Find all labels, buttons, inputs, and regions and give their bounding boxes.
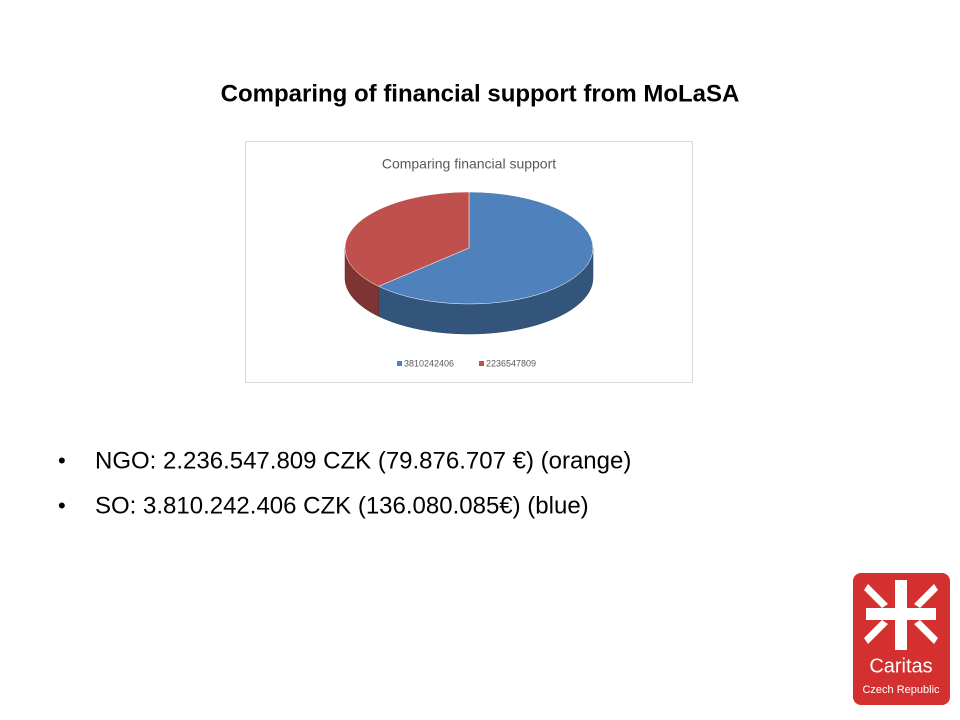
legend-label: 2236547809 xyxy=(486,358,536,368)
legend-swatch xyxy=(479,361,484,366)
slice xyxy=(344,191,470,287)
logo-subtitle: Czech Republic xyxy=(862,684,940,696)
logo-name: Caritas xyxy=(869,655,932,677)
legend: 3810242406 2236547809 xyxy=(397,358,536,368)
slice xyxy=(377,191,594,305)
bullet: SO: 3.810.242.406 CZK (136.080.085€) (bl… xyxy=(95,492,589,519)
pie xyxy=(344,191,594,335)
logo: Caritas Czech Republic xyxy=(853,573,950,705)
legend-swatch xyxy=(397,361,402,366)
logo-cross xyxy=(864,580,938,650)
slide-title: Comparing of financial support from MoLa… xyxy=(221,80,740,107)
bullet: NGO: 2.236.547.809 CZK (79.876.707 €) (o… xyxy=(95,447,631,474)
legend-label: 3810242406 xyxy=(404,358,454,368)
chart-title: Comparing financial support xyxy=(382,156,556,172)
bullet-dot: • xyxy=(58,448,66,473)
bullet-dot: • xyxy=(58,493,66,518)
